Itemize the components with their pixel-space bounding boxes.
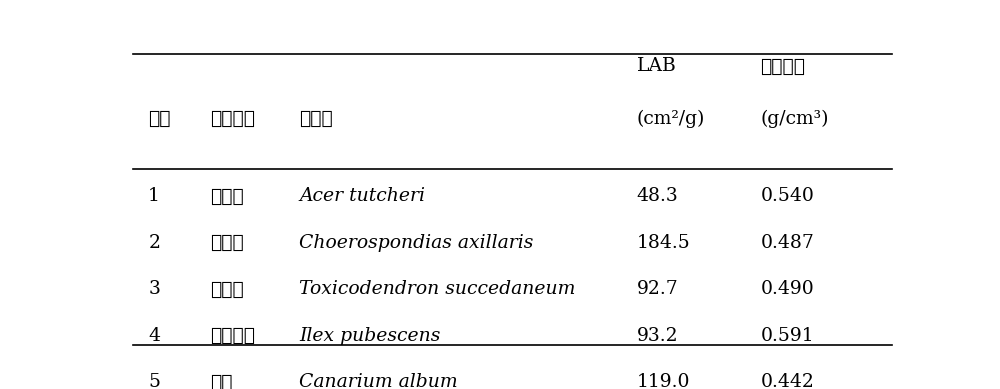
Text: 4: 4 bbox=[148, 327, 160, 345]
Text: 野漆树: 野漆树 bbox=[210, 280, 244, 299]
Text: Acer tutcheri: Acer tutcheri bbox=[299, 187, 425, 205]
Text: Toxicodendron succedaneum: Toxicodendron succedaneum bbox=[299, 280, 576, 298]
Text: 48.3: 48.3 bbox=[637, 187, 678, 205]
Text: 0.540: 0.540 bbox=[761, 187, 814, 205]
Text: 南酸枣: 南酸枣 bbox=[210, 233, 244, 252]
Text: 184.5: 184.5 bbox=[637, 234, 690, 252]
Text: 93.2: 93.2 bbox=[637, 327, 678, 345]
Text: 5: 5 bbox=[148, 373, 160, 389]
Text: 编号: 编号 bbox=[148, 109, 171, 128]
Text: 92.7: 92.7 bbox=[637, 280, 678, 298]
Text: 橄榄: 橄榄 bbox=[210, 373, 233, 389]
Text: 岭南槐: 岭南槐 bbox=[210, 187, 244, 206]
Text: Ilex pubescens: Ilex pubescens bbox=[299, 327, 441, 345]
Text: 0.591: 0.591 bbox=[761, 327, 814, 345]
Text: 木材密度: 木材密度 bbox=[761, 57, 806, 75]
Text: 0.487: 0.487 bbox=[761, 234, 814, 252]
Text: (cm²/g): (cm²/g) bbox=[637, 109, 705, 128]
Text: 119.0: 119.0 bbox=[637, 373, 690, 389]
Text: 2: 2 bbox=[148, 234, 160, 252]
Text: LAB: LAB bbox=[637, 57, 676, 75]
Text: 毛叶冬青: 毛叶冬青 bbox=[210, 326, 255, 345]
Text: Choerospondias axillaris: Choerospondias axillaris bbox=[299, 234, 534, 252]
Text: 1: 1 bbox=[148, 187, 160, 205]
Text: (g/cm³): (g/cm³) bbox=[761, 109, 829, 128]
Text: Canarium album: Canarium album bbox=[299, 373, 458, 389]
Text: 3: 3 bbox=[148, 280, 160, 298]
Text: 拉丁名: 拉丁名 bbox=[299, 109, 333, 128]
Text: 0.490: 0.490 bbox=[761, 280, 814, 298]
Text: 0.442: 0.442 bbox=[761, 373, 814, 389]
Text: 树种名称: 树种名称 bbox=[210, 109, 255, 128]
